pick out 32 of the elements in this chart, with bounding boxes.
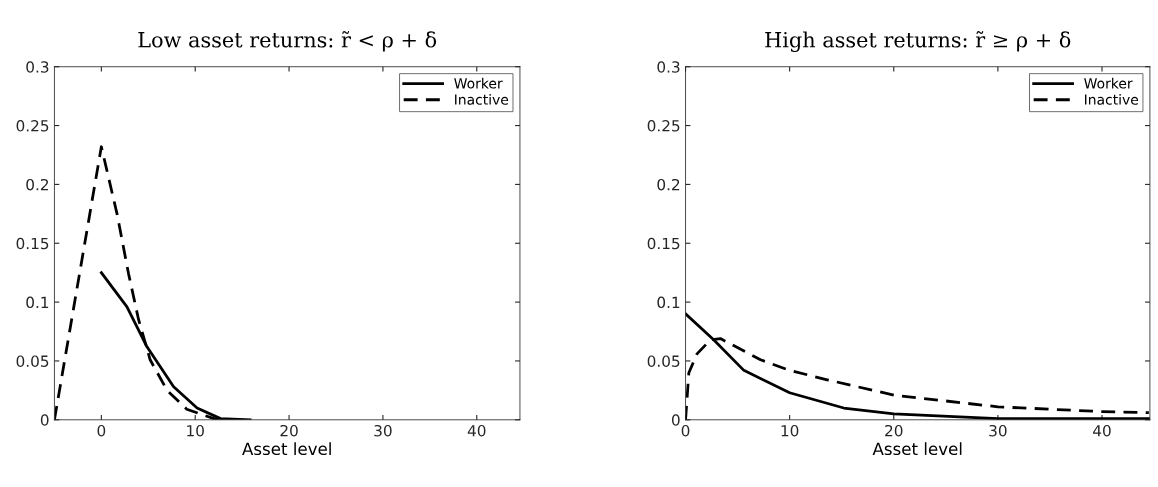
- x-tick-label: 40: [467, 424, 486, 437]
- legend-label: Worker: [454, 77, 503, 89]
- x-axis-title: Asset level: [872, 442, 962, 456]
- legend-label: Inactive: [1085, 94, 1139, 105]
- y-tick-label: 0.3: [26, 61, 49, 73]
- x-tick-label: 20: [885, 424, 903, 437]
- y-tick-label: 0.25: [647, 120, 680, 132]
- y-tick-label: 0.15: [16, 237, 49, 250]
- y-tick-label: 0.3: [657, 61, 680, 73]
- chart-title: High asset returns: r̃ ≥ ρ + δ: [765, 31, 1071, 52]
- x-tick-label: 10: [187, 424, 204, 437]
- y-tick-label: 0.1: [26, 296, 49, 309]
- y-tick-label: 0.25: [16, 120, 49, 132]
- x-tick-label: 30: [989, 424, 1007, 437]
- y-tick-label: 0.2: [657, 178, 680, 191]
- legend-label: Worker: [1084, 77, 1133, 89]
- y-tick-label: 0.1: [657, 296, 680, 309]
- x-tick-label: 40: [1093, 424, 1111, 437]
- x-tick-label: 0: [97, 424, 106, 437]
- y-tick-label: 0.05: [16, 355, 49, 367]
- y-tick-label: 0.05: [647, 355, 680, 367]
- y-tick-label: 0: [671, 414, 680, 426]
- x-axis-title: Asset level: [242, 442, 331, 456]
- x-tick-label: 0: [681, 424, 690, 437]
- y-tick-label: 0.2: [26, 178, 49, 191]
- x-tick-label: 10: [781, 424, 799, 437]
- y-tick-label: 0: [40, 414, 49, 426]
- x-tick-label: 30: [374, 424, 392, 437]
- chart-title: Low asset returns: r̃ < ρ + δ: [138, 31, 437, 52]
- x-tick-label: 20: [280, 424, 298, 437]
- legend-label: Inactive: [455, 94, 509, 105]
- y-tick-label: 0.15: [647, 237, 680, 250]
